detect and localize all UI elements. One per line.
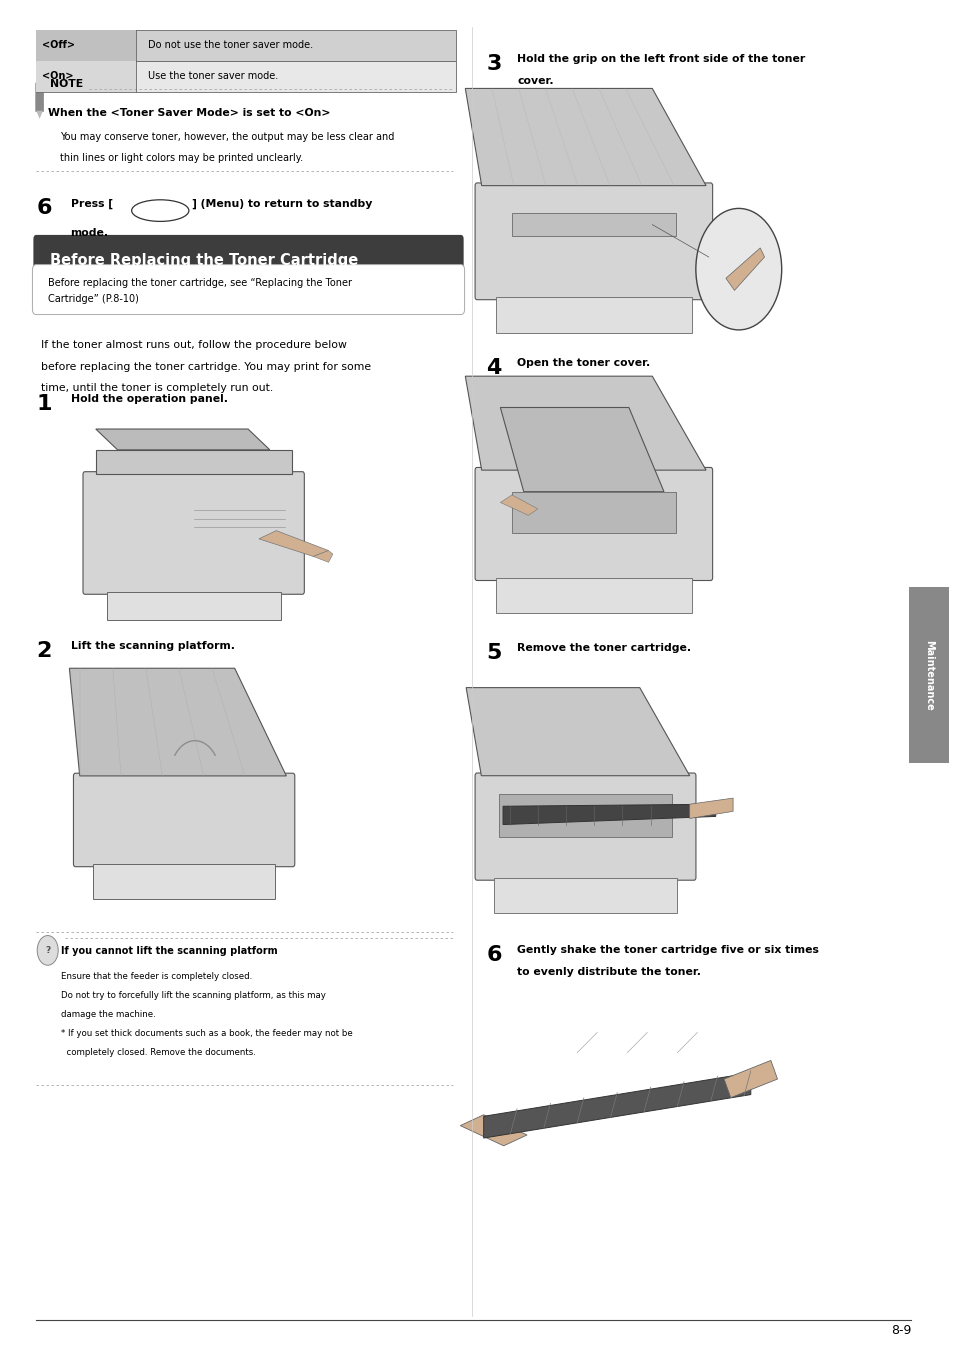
Text: Hold the grip on the left front side of the toner: Hold the grip on the left front side of … xyxy=(517,54,804,63)
Text: 6: 6 xyxy=(36,198,51,219)
Text: NOTE: NOTE xyxy=(50,80,83,89)
Polygon shape xyxy=(466,687,689,776)
FancyBboxPatch shape xyxy=(35,82,44,112)
Text: to evenly distribute the toner.: to evenly distribute the toner. xyxy=(517,967,700,976)
Polygon shape xyxy=(499,408,663,491)
Circle shape xyxy=(37,936,58,965)
Polygon shape xyxy=(496,578,691,613)
Text: Cartridge” (P.8-10): Cartridge” (P.8-10) xyxy=(48,294,138,304)
Bar xyxy=(908,587,948,763)
FancyBboxPatch shape xyxy=(33,235,463,288)
Polygon shape xyxy=(465,89,705,186)
FancyBboxPatch shape xyxy=(83,471,304,594)
Bar xyxy=(36,30,136,61)
Text: Do not use the toner saver mode.: Do not use the toner saver mode. xyxy=(148,40,313,50)
Polygon shape xyxy=(313,551,333,562)
Polygon shape xyxy=(496,297,691,333)
Text: thin lines or light colors may be printed unclearly.: thin lines or light colors may be printe… xyxy=(60,153,303,162)
Bar xyxy=(36,61,456,92)
Text: 4: 4 xyxy=(486,358,501,378)
Text: You may conserve toner, however, the output may be less clear and: You may conserve toner, however, the out… xyxy=(60,132,394,142)
Text: 2: 2 xyxy=(36,641,51,662)
Text: before replacing the toner cartridge. You may print for some: before replacing the toner cartridge. Yo… xyxy=(41,362,371,371)
Text: Before Replacing the Toner Cartridge: Before Replacing the Toner Cartridge xyxy=(50,252,357,269)
Polygon shape xyxy=(92,864,275,899)
Text: 8-9: 8-9 xyxy=(890,1323,910,1336)
Text: Open the toner cover.: Open the toner cover. xyxy=(517,358,650,367)
Text: 1: 1 xyxy=(36,394,51,414)
Text: ] (Menu) to return to standby: ] (Menu) to return to standby xyxy=(192,198,372,209)
Text: Lift the scanning platform.: Lift the scanning platform. xyxy=(71,641,234,651)
Polygon shape xyxy=(70,668,286,776)
Text: cover.: cover. xyxy=(517,76,553,85)
Polygon shape xyxy=(512,213,675,236)
Text: Ensure that the feeder is completely closed.: Ensure that the feeder is completely clo… xyxy=(61,972,252,981)
Text: Do not try to forcefully lift the scanning platform, as this may: Do not try to forcefully lift the scanni… xyxy=(61,991,326,1000)
Bar xyxy=(36,61,136,92)
Polygon shape xyxy=(95,450,292,474)
Text: * If you set thick documents such as a book, the feeder may not be: * If you set thick documents such as a b… xyxy=(61,1029,353,1038)
Bar xyxy=(36,30,456,61)
Polygon shape xyxy=(499,495,537,516)
Text: time, until the toner is completely run out.: time, until the toner is completely run … xyxy=(41,383,273,393)
Ellipse shape xyxy=(132,200,189,221)
Text: completely closed. Remove the documents.: completely closed. Remove the documents. xyxy=(61,1048,255,1057)
Text: Gently shake the toner cartridge five or six times: Gently shake the toner cartridge five or… xyxy=(517,945,818,954)
Text: 3: 3 xyxy=(486,54,501,74)
Polygon shape xyxy=(512,491,675,533)
FancyBboxPatch shape xyxy=(73,774,294,867)
FancyBboxPatch shape xyxy=(475,774,696,880)
Text: Press [: Press [ xyxy=(71,198,112,209)
Polygon shape xyxy=(502,805,715,825)
Polygon shape xyxy=(723,1061,777,1098)
Circle shape xyxy=(695,208,781,329)
Text: ?: ? xyxy=(45,946,51,954)
Text: Maintenance: Maintenance xyxy=(923,640,933,710)
Text: damage the machine.: damage the machine. xyxy=(61,1010,155,1019)
Polygon shape xyxy=(483,1073,750,1138)
Text: 6: 6 xyxy=(486,945,501,965)
Polygon shape xyxy=(494,878,676,913)
Text: If the toner almost runs out, follow the procedure below: If the toner almost runs out, follow the… xyxy=(41,340,347,350)
Text: 5: 5 xyxy=(486,643,501,663)
Polygon shape xyxy=(107,591,280,620)
Text: When the <Toner Saver Mode> is set to <On>: When the <Toner Saver Mode> is set to <O… xyxy=(48,108,330,117)
Polygon shape xyxy=(465,377,705,470)
Polygon shape xyxy=(258,531,328,556)
Polygon shape xyxy=(95,429,270,450)
FancyBboxPatch shape xyxy=(475,467,712,580)
FancyBboxPatch shape xyxy=(32,265,464,315)
Text: mode.: mode. xyxy=(71,228,109,238)
Text: If you cannot lift the scanning platform: If you cannot lift the scanning platform xyxy=(61,946,277,956)
Text: Remove the toner cartridge.: Remove the toner cartridge. xyxy=(517,643,691,652)
Text: Hold the operation panel.: Hold the operation panel. xyxy=(71,394,228,404)
Polygon shape xyxy=(689,798,732,818)
Polygon shape xyxy=(725,248,763,290)
Polygon shape xyxy=(36,111,43,119)
Text: Use the toner saver mode.: Use the toner saver mode. xyxy=(148,72,278,81)
Text: <On>: <On> xyxy=(42,72,73,81)
Text: <Off>: <Off> xyxy=(42,40,75,50)
FancyBboxPatch shape xyxy=(475,182,712,300)
Polygon shape xyxy=(498,794,672,837)
Text: Before replacing the toner cartridge, see “Replacing the Toner: Before replacing the toner cartridge, se… xyxy=(48,278,352,288)
Polygon shape xyxy=(460,1115,526,1146)
